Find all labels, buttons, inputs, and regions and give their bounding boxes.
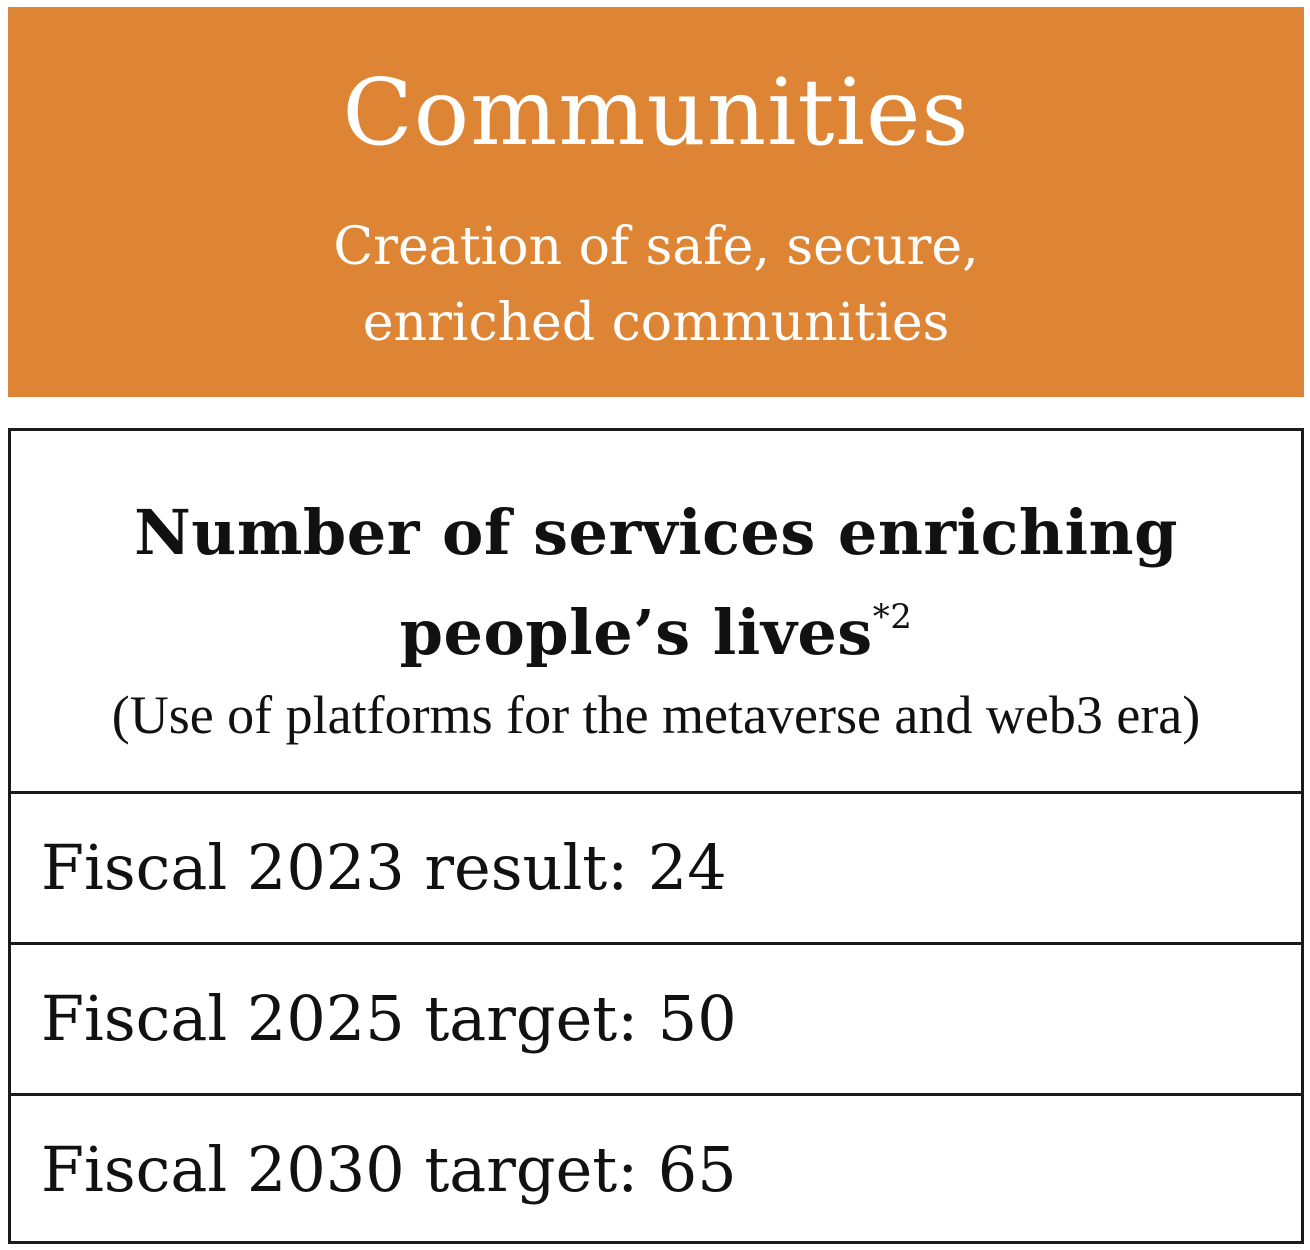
- kpi-row-label: Fiscal 2025 target: 50: [41, 982, 737, 1055]
- banner-title: Communities: [342, 59, 970, 166]
- kpi-row-fiscal-2025: Fiscal 2025 target: 50: [11, 942, 1301, 1092]
- kpi-title-line-2: people’s lives*2: [11, 583, 1301, 683]
- footnote-marker: *2: [872, 597, 913, 637]
- kpi-title-line-1: Number of services enriching: [134, 496, 1178, 569]
- kpi-title-line-2-text: people’s lives: [399, 596, 873, 669]
- kpi-row-fiscal-2023: Fiscal 2023 result: 24: [11, 791, 1301, 941]
- kpi-row-label: Fiscal 2023 result: 24: [41, 831, 727, 904]
- kpi-row-fiscal-2030: Fiscal 2030 target: 65: [11, 1093, 1301, 1241]
- banner-subtitle-line-2: enriched communities: [362, 293, 950, 353]
- communities-banner: Communities Creation of safe, secure, en…: [8, 7, 1304, 397]
- kpi-row-label: Fiscal 2030 target: 65: [41, 1133, 737, 1206]
- kpi-note: (Use of platforms for the metaverse and …: [111, 685, 1201, 745]
- kpi-header: Number of services enriching people’s li…: [11, 431, 1301, 791]
- kpi-table: Number of services enriching people’s li…: [8, 428, 1304, 1244]
- banner-subtitle-line-1: Creation of safe, secure,: [333, 217, 979, 277]
- kpi-title: Number of services enriching people’s li…: [11, 483, 1301, 683]
- banner-subtitle: Creation of safe, secure, enriched commu…: [8, 209, 1304, 361]
